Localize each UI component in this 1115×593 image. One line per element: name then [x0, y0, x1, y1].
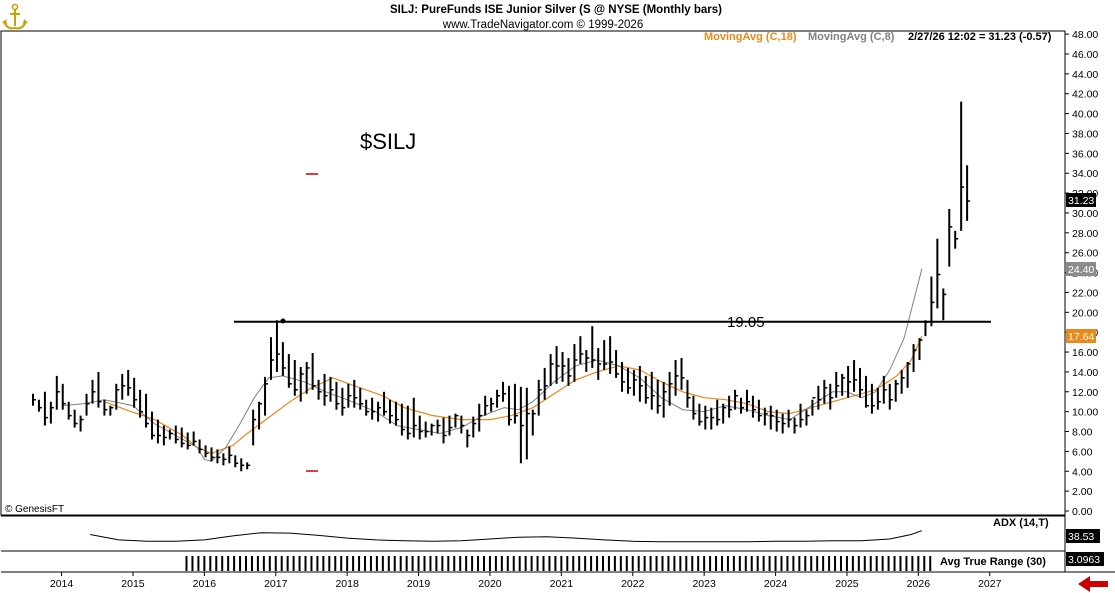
- x-tick-label: 2015: [121, 578, 145, 590]
- atr-label-bg: [940, 553, 1052, 568]
- legend-ma8: MovingAvg (C,8): [808, 31, 895, 43]
- copyright: © GenesisFT: [5, 504, 64, 515]
- y-tick-label: 42.00: [1072, 89, 1098, 101]
- ma8-tag-text: 24.40: [1068, 264, 1094, 276]
- anchor-icon: [2, 3, 28, 30]
- x-axis-ticks: 2014 2015 2016 2017 2018 2019 2020 2021 2022 2023…: [50, 572, 1002, 590]
- y-tick-label: 46.00: [1072, 49, 1098, 61]
- x-tick-label: 2017: [264, 578, 288, 590]
- y-tick-label: 40.00: [1072, 109, 1098, 121]
- x-tick-label: 2019: [407, 578, 431, 590]
- atr-value-tag: [1066, 552, 1104, 566]
- adx-value-text: 38.53: [1068, 531, 1094, 543]
- symbol-watermark: $SILJ: [360, 129, 416, 154]
- resistance-label: 19.05: [727, 314, 765, 331]
- y-tick-label: 44.00: [1072, 69, 1098, 81]
- x-tick-label: 2023: [692, 578, 716, 590]
- x-tick-label: 2016: [193, 578, 217, 590]
- y-tick-label: 16.00: [1072, 347, 1098, 359]
- x-tick-label: 2027: [978, 578, 1002, 590]
- y-tick-label: 36.00: [1072, 148, 1098, 160]
- last-price-tag: [1066, 193, 1096, 207]
- ma18-line: [104, 335, 923, 455]
- y-tick-label: 34.00: [1072, 168, 1098, 180]
- x-tick-label: 2014: [50, 578, 74, 590]
- x-tick-label: 2025: [835, 578, 859, 590]
- y-tick-label: 48.00: [1072, 29, 1098, 41]
- x-tick-label: 2024: [764, 578, 788, 590]
- ma8-tag: [1066, 262, 1096, 276]
- scroll-right-arrow-icon[interactable]: [1078, 576, 1108, 592]
- legend-quote: 2/27/26 12:02 = 31.23 (-0.57): [908, 31, 1052, 43]
- x-tick-label: 2022: [621, 578, 645, 590]
- y-tick-label: 12.00: [1072, 387, 1098, 399]
- chart-subtitle: www.TradeNavigator.com © 1999-2026: [442, 19, 643, 31]
- x-tick-label: 2026: [907, 578, 931, 590]
- y-tick-label: 14.00: [1072, 367, 1098, 379]
- atr-value-text: 3.0963: [1068, 554, 1100, 566]
- last-price-tag-text: 31.23: [1068, 195, 1094, 207]
- atr-histogram: [185, 556, 932, 571]
- y-tick-label: 8.00: [1072, 427, 1093, 439]
- ma18-tag-text: 17.64: [1068, 331, 1094, 343]
- y-tick-label: 2.00: [1072, 486, 1093, 498]
- y-tick-label: 28.00: [1072, 228, 1098, 240]
- legend-ma18: MovingAvg (C,18): [704, 31, 797, 43]
- ma18-tag: [1066, 329, 1096, 343]
- y-tick-label: 4.00: [1072, 466, 1093, 478]
- adx-label: ADX (14,T): [993, 517, 1049, 529]
- price-bars: [32, 101, 971, 472]
- adx-line: [90, 530, 923, 543]
- x-tick-label: 2021: [550, 578, 574, 590]
- y-tick-label: 10.00: [1072, 407, 1098, 419]
- resistance-touch-point: [280, 318, 286, 324]
- y-tick-label: 22.00: [1072, 287, 1098, 299]
- x-tick-label: 2018: [335, 578, 359, 590]
- atr-label: Avg True Range (30): [940, 556, 1046, 568]
- y-tick-label: 6.00: [1072, 446, 1093, 458]
- y-tick-label: 20.00: [1072, 307, 1098, 319]
- chart-title: SILJ: PureFunds ISE Junior Silver (S @ N…: [390, 4, 722, 16]
- y-tick-label: 26.00: [1072, 248, 1098, 260]
- x-tick-label: 2020: [478, 578, 502, 590]
- y-tick-label: 0.00: [1072, 506, 1093, 518]
- y-tick-label: 30.00: [1072, 208, 1098, 220]
- y-tick-label: 38.00: [1072, 128, 1098, 140]
- adx-value-tag: [1066, 529, 1100, 543]
